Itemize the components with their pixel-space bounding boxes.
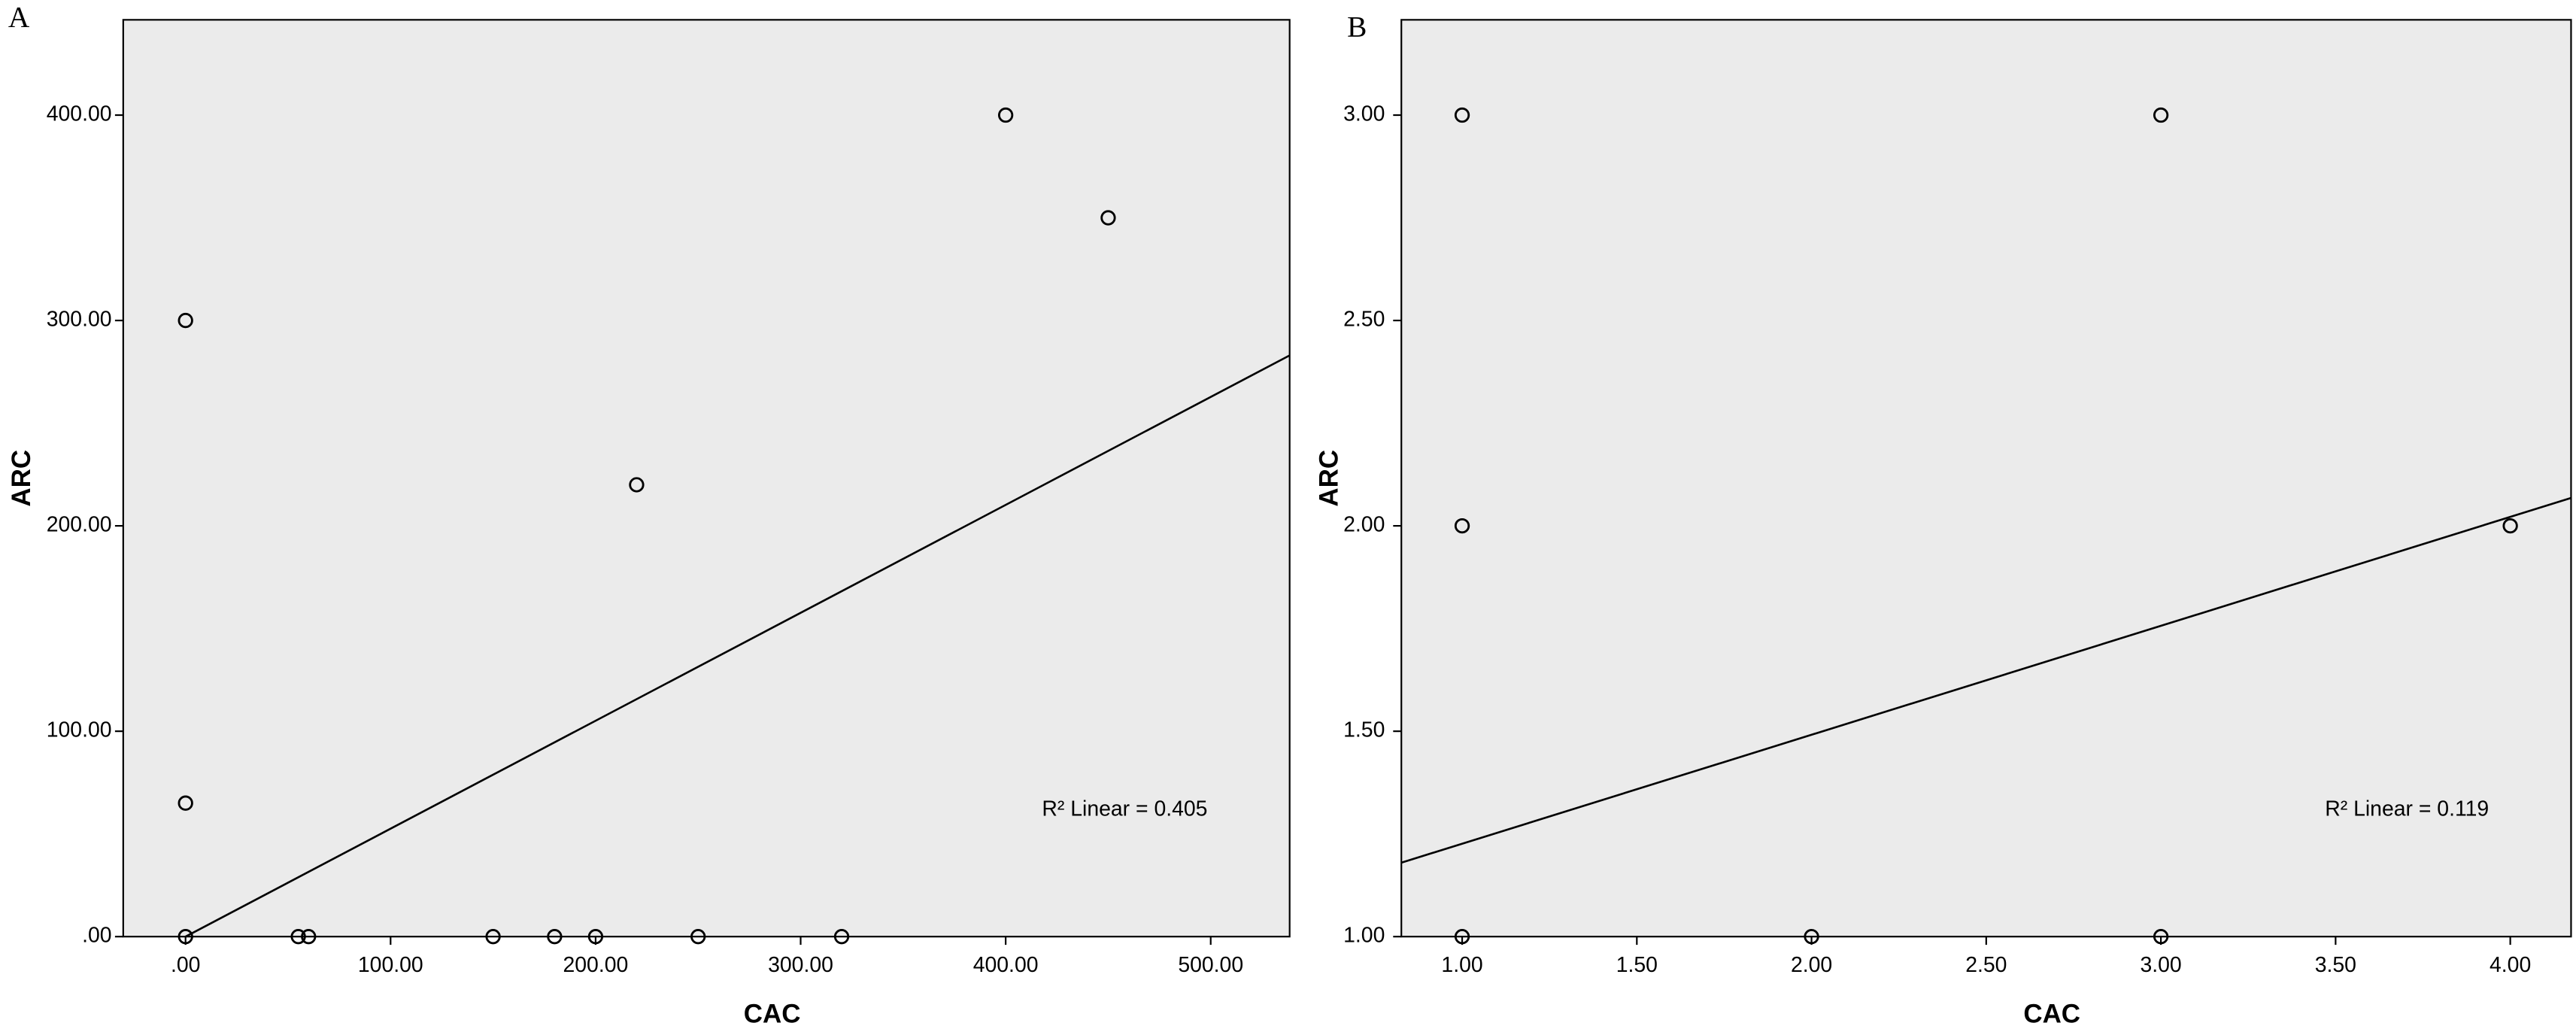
x-tick-label: 4.00 (2490, 953, 2531, 977)
y-tick-label: 2.00 (1343, 513, 1385, 537)
point (1454, 518, 1470, 534)
panel-label: B (1347, 10, 1367, 43)
x-tick-label: 300.00 (768, 953, 833, 977)
point (1454, 107, 1470, 123)
point (1100, 210, 1116, 226)
point (301, 929, 317, 945)
x-tick-label: 100.00 (358, 953, 423, 977)
annotation: R² Linear = 0.405 (1042, 797, 1207, 821)
x-tick-label: 2.00 (1791, 953, 1832, 977)
point (177, 312, 193, 329)
point (177, 929, 193, 945)
y-tick-label: 1.50 (1343, 718, 1385, 742)
y-tick-label: 300.00 (47, 308, 112, 332)
y-tick-label: 100.00 (47, 718, 112, 742)
point (1804, 929, 1819, 945)
y-tick-label: 1.00 (1343, 924, 1385, 948)
point (997, 107, 1014, 123)
y-tick-label: .00 (82, 924, 111, 948)
point (2153, 929, 2169, 945)
fit-line (185, 354, 1291, 938)
point (177, 795, 193, 811)
y-tick-label: 3.00 (1343, 102, 1385, 126)
plot-area (122, 19, 1291, 938)
point (290, 929, 306, 945)
x-tick-label: 2.50 (1965, 953, 2007, 977)
x-tick-label: 3.00 (2140, 953, 2181, 977)
point (690, 929, 706, 945)
annotation: R² Linear = 0.119 (2325, 797, 2489, 821)
x-axis-title: CAC (744, 999, 801, 1028)
y-axis-title: ARC (1315, 450, 1344, 507)
panel-label: A (8, 0, 30, 33)
x-tick-label: 400.00 (973, 953, 1039, 977)
y-tick-label: 400.00 (47, 102, 112, 126)
x-tick-label: 200.00 (563, 953, 629, 977)
fit-line (1400, 496, 2571, 864)
point (1454, 929, 1470, 945)
x-tick-label: 500.00 (1178, 953, 1243, 977)
point (2153, 107, 2169, 123)
x-tick-label: .00 (171, 953, 200, 977)
point (2502, 518, 2518, 534)
point (485, 929, 501, 945)
y-tick-label: 2.50 (1343, 308, 1385, 332)
point (833, 929, 850, 945)
x-axis-title: CAC (2023, 999, 2080, 1028)
x-tick-label: 1.00 (1441, 953, 1482, 977)
point (629, 477, 645, 493)
point (587, 929, 604, 945)
y-axis-title: ARC (7, 450, 36, 507)
y-tick-label: 200.00 (47, 513, 112, 537)
x-tick-label: 3.50 (2315, 953, 2356, 977)
point (547, 929, 563, 945)
x-tick-label: 1.50 (1616, 953, 1658, 977)
